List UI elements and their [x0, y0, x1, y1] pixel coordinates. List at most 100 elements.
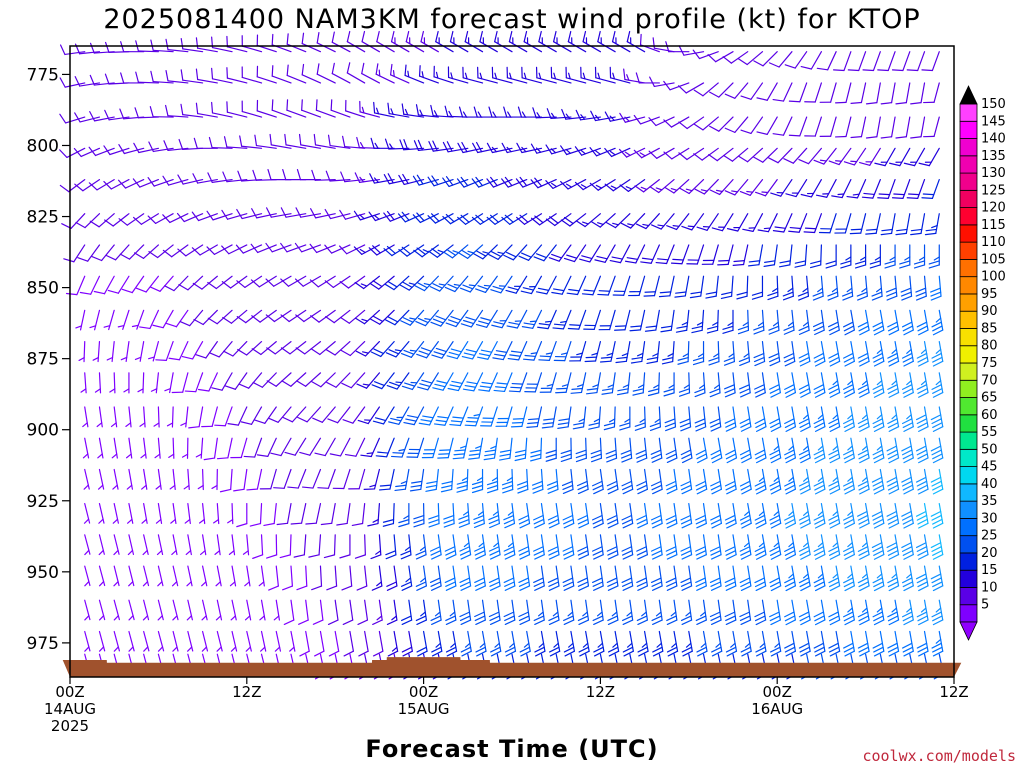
wind-barb	[640, 244, 660, 264]
wind-barb	[305, 503, 322, 525]
wind-barb	[276, 503, 292, 526]
wind-barb	[800, 178, 823, 198]
wind-barb	[634, 178, 660, 193]
wind-barb	[588, 406, 602, 430]
wind-barb	[126, 437, 133, 459]
wind-barb	[541, 406, 557, 429]
wind-barb	[533, 503, 545, 529]
wind-barb	[708, 341, 720, 366]
wind-barb	[327, 599, 339, 626]
wind-barb	[488, 503, 500, 529]
wind-barb	[841, 275, 854, 301]
wind-barb	[843, 147, 867, 166]
wind-barb	[150, 70, 174, 84]
wind-barb	[118, 144, 145, 155]
wind-barb	[644, 309, 660, 332]
wind-barb	[483, 437, 498, 461]
wind-barb	[887, 372, 900, 398]
wind-barb	[177, 174, 204, 185]
wind-barb	[621, 534, 634, 560]
wind-barb	[325, 309, 351, 324]
wind-barb	[256, 437, 277, 457]
wind-barb	[812, 309, 825, 336]
wind-barb	[910, 213, 926, 236]
wind-barb	[739, 599, 752, 626]
wind-barb	[895, 116, 911, 139]
wind-barb	[339, 209, 366, 220]
wind-barb	[358, 630, 369, 657]
wind-barb	[256, 65, 277, 84]
wind-barb	[266, 372, 292, 387]
wind-barb	[168, 341, 189, 361]
wind-barb	[314, 437, 336, 457]
wind-barb	[901, 437, 914, 464]
wind-barb	[661, 341, 675, 365]
wind-barb	[579, 244, 602, 263]
wind-barb	[370, 341, 395, 358]
wind-barb	[103, 145, 130, 156]
wind-barb	[709, 565, 722, 591]
wind-barb	[59, 113, 86, 124]
wind-barb	[216, 437, 233, 460]
wind-barb	[813, 406, 826, 432]
wind-barb	[584, 341, 602, 363]
wind-barb	[191, 211, 218, 222]
wind-barb	[756, 116, 778, 135]
wind-barb	[236, 503, 248, 528]
wind-barb	[850, 82, 867, 104]
wind-barb	[128, 630, 135, 652]
credit-link[interactable]: coolwx.com/models	[862, 747, 1016, 765]
wind-barb	[665, 534, 678, 560]
wind-barb	[215, 565, 222, 587]
wind-barb	[141, 503, 148, 524]
wind-barb	[843, 309, 855, 336]
wind-barb	[458, 244, 484, 259]
wind-barb	[843, 503, 855, 529]
wind-barb	[226, 35, 248, 53]
wind-barb	[606, 503, 619, 529]
wind-barb	[416, 341, 439, 359]
wind-barb	[386, 599, 398, 626]
colorbar-swatch	[959, 466, 978, 485]
wind-barb	[576, 468, 589, 495]
wind-barb	[769, 565, 782, 592]
wind-barb	[290, 503, 307, 525]
wind-barb	[311, 565, 323, 591]
wind-barb	[533, 599, 545, 626]
wind-barb	[74, 112, 101, 123]
wind-barb	[400, 309, 425, 326]
wind-barb	[726, 213, 749, 232]
wind-barb	[127, 534, 135, 556]
wind-barb	[739, 437, 752, 464]
wind-barb	[886, 468, 900, 495]
wind-barb	[740, 630, 752, 657]
wind-barb	[834, 82, 852, 104]
wind-barb	[421, 437, 439, 459]
wind-barb	[680, 437, 693, 464]
wind-barb	[916, 372, 929, 398]
wind-barb	[265, 242, 292, 253]
wind-barb	[409, 468, 425, 492]
wind-barb	[531, 468, 544, 494]
wind-barb	[169, 468, 176, 490]
wind-barb	[250, 243, 277, 254]
wind-barb	[458, 503, 470, 528]
wind-barb	[414, 275, 439, 292]
wind-barb	[533, 244, 557, 262]
colorbar-swatch	[959, 120, 978, 139]
wind-barb	[548, 244, 572, 262]
wind-barb	[59, 44, 86, 56]
colorbar-label: 15	[981, 563, 998, 578]
wind-barb	[533, 565, 545, 591]
wind-barb	[98, 599, 106, 621]
wind-barb	[636, 534, 648, 560]
wind-barb	[96, 406, 103, 428]
wind-barb	[637, 630, 649, 657]
wind-barb	[720, 275, 734, 300]
wind-barb	[143, 630, 150, 652]
wind-barb	[865, 82, 881, 105]
wind-barb	[739, 468, 752, 495]
wind-barb	[930, 468, 944, 495]
wind-barb	[831, 178, 852, 199]
wind-barb	[266, 207, 292, 218]
